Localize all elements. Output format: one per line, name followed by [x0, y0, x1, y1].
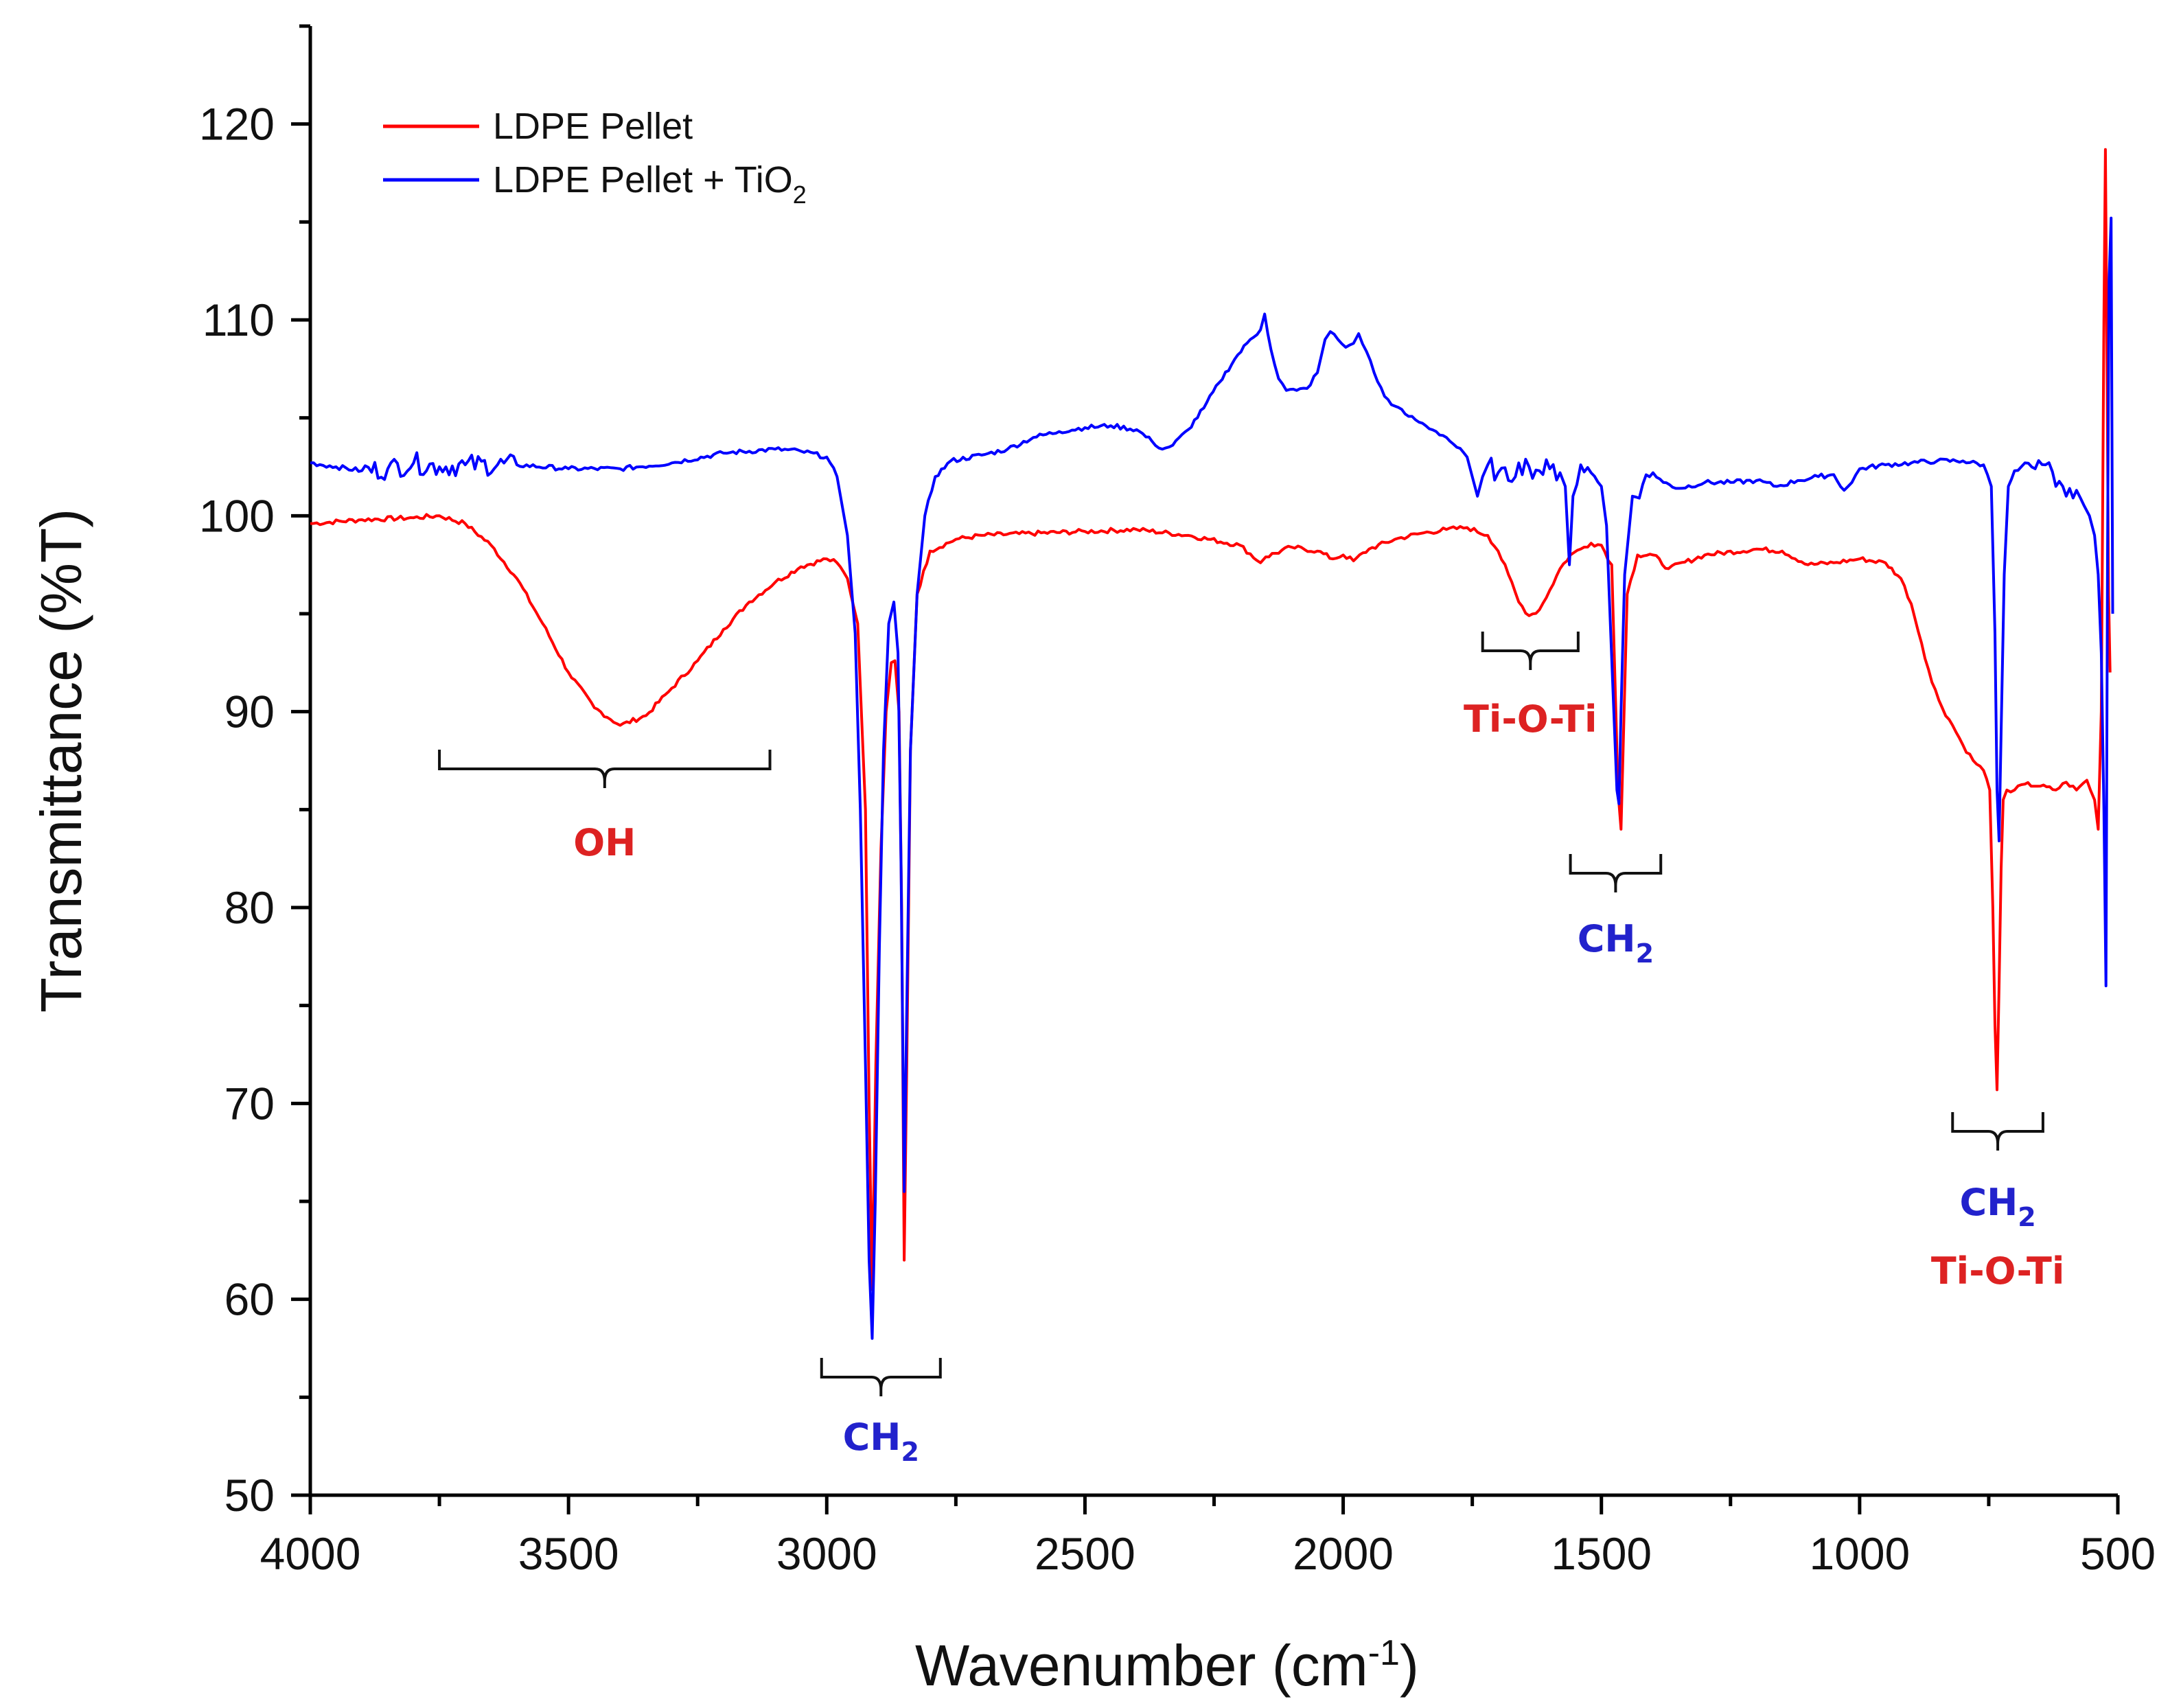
x-tick-label: 3500	[518, 1528, 619, 1579]
y-tick-label: 60	[224, 1274, 275, 1325]
y-tick-label: 70	[224, 1078, 275, 1129]
y-tick-label: 80	[224, 882, 275, 933]
x-tick-label: 500	[2080, 1528, 2156, 1579]
annotation-bracket	[1951, 1112, 2044, 1151]
y-tick-label: 110	[203, 295, 275, 345]
x-tick-label: 1000	[1809, 1528, 1910, 1579]
annotation-label: CH2	[1959, 1181, 2035, 1232]
axis-ticks: 4000 3500 3000 2500 2000 1500 1000 500 50 60 70 80 9…	[199, 24, 2156, 1579]
series-line-1	[310, 216, 2114, 1340]
y-tick-label: 50	[224, 1470, 275, 1521]
annotation-bracket	[1569, 854, 1663, 892]
annotation-label: CH2	[843, 1416, 919, 1467]
legend: LDPE Pellet LDPE Pellet + TiO2	[383, 106, 807, 209]
annotation-label: Ti-O-Ti	[1464, 697, 1597, 741]
legend-label-ldpe: LDPE Pellet	[493, 106, 693, 147]
x-tick-label: 2000	[1293, 1528, 1394, 1579]
x-tick-label: 1500	[1551, 1528, 1652, 1579]
x-tick-label: 3000	[776, 1528, 877, 1579]
x-tick-label: 2500	[1035, 1528, 1135, 1579]
y-tick-label: 120	[199, 99, 275, 150]
annotation-label: Ti-O-Ti	[1931, 1249, 2064, 1293]
x-tick-label: 4000	[260, 1528, 361, 1579]
legend-label-ldpe-tio2: LDPE Pellet + TiO2	[493, 159, 807, 209]
annotation-bracket	[820, 1358, 942, 1396]
x-axis-title: Wavenumber (cm-1)	[915, 1633, 1419, 1698]
annotation-bracket	[438, 750, 772, 788]
annotation-bracket	[1481, 632, 1580, 670]
peak-annotations: OH CH2 Ti-O-Ti CH2 CH2 Ti-O-Ti	[438, 632, 2064, 1467]
y-tick-label: 90	[224, 686, 275, 737]
annotation-label: OH	[573, 821, 636, 864]
y-tick-label: 100	[199, 490, 275, 541]
series-line-0	[310, 148, 2112, 1291]
annotation-label: CH2	[1578, 917, 1654, 969]
series-lines	[310, 148, 2114, 1340]
y-axis-title: Transmittance (%T)	[29, 509, 93, 1013]
